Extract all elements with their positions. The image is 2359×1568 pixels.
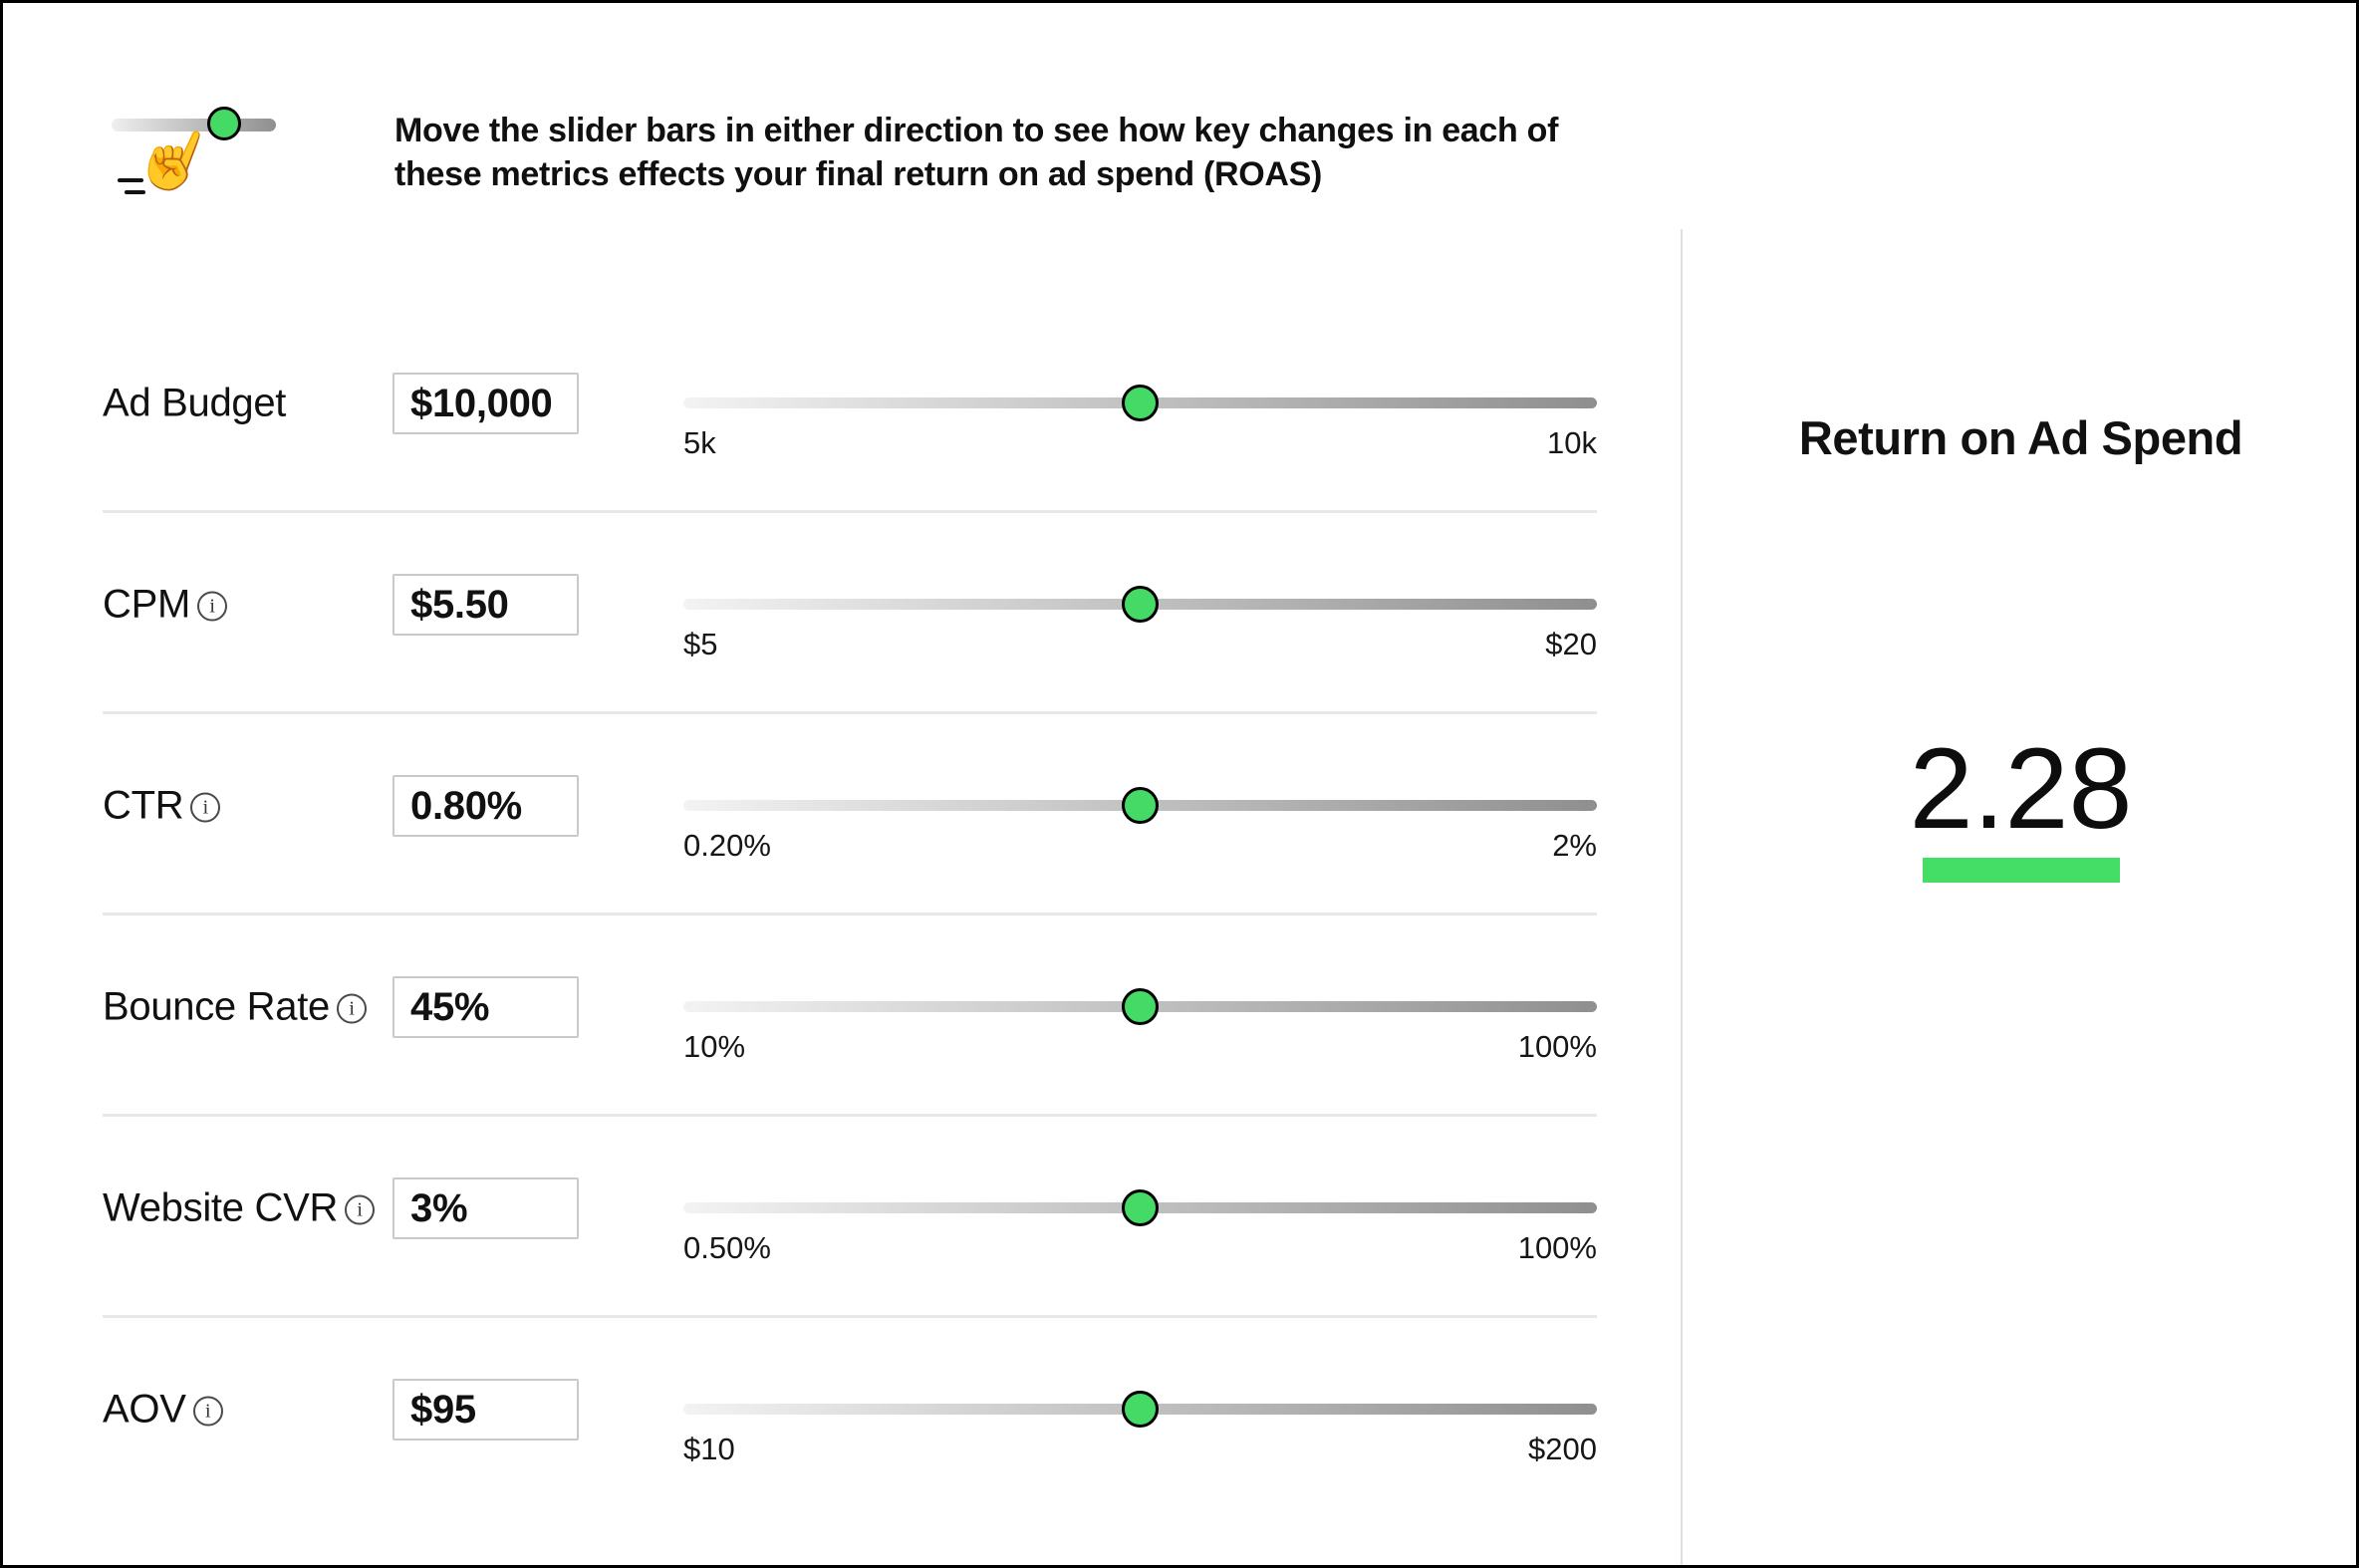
info-icon-glyph: i bbox=[357, 1198, 363, 1220]
info-icon-glyph: i bbox=[202, 796, 209, 818]
info-icon-glyph: i bbox=[204, 1400, 211, 1422]
ad-budget-slider-knob[interactable] bbox=[1122, 385, 1159, 421]
panel-divider bbox=[1681, 229, 1683, 1565]
roas-value: 2.28 bbox=[1909, 725, 2133, 853]
info-icon-website-cvr[interactable]: i bbox=[345, 1194, 376, 1224]
metric-label: Ad Budget bbox=[103, 382, 286, 426]
metric-label: Website CVR i bbox=[103, 1185, 376, 1231]
metric-label: CPM i bbox=[103, 583, 227, 628]
info-icon-bounce-rate[interactable]: i bbox=[336, 993, 367, 1023]
metric-slider: 0.20% 2% bbox=[683, 744, 1597, 884]
slider-max-label: $200 bbox=[1528, 1432, 1597, 1466]
instructions-line-2: these metrics effects your final return … bbox=[394, 155, 1323, 193]
aov-slider-knob[interactable] bbox=[1122, 1391, 1159, 1428]
ad-budget-value-input[interactable]: $10,000 bbox=[393, 373, 579, 434]
info-icon-glyph: i bbox=[209, 595, 215, 617]
slider-min-label: 0.50% bbox=[683, 1230, 771, 1265]
metric-label-text: AOV bbox=[103, 1387, 186, 1432]
metric-slider: 10% 100% bbox=[683, 945, 1597, 1085]
motion-line-icon bbox=[118, 178, 143, 182]
slider-row-bounce-rate: Bounce Rate i 45% 10% 100% bbox=[3, 945, 1597, 1085]
row-separator bbox=[103, 913, 1597, 915]
slider-row-ctr: CTR i 0.80% 0.20% 2% bbox=[3, 744, 1597, 884]
metric-label-text: Website CVR bbox=[103, 1185, 339, 1230]
metric-slider: $10 $200 bbox=[683, 1348, 1597, 1487]
metric-label-text: CTR bbox=[103, 783, 184, 828]
metric-sliders-list: Ad Budget $10,000 5k 10k CPM i $5.50 $5 … bbox=[3, 3, 1682, 1565]
slider-min-label: 0.20% bbox=[683, 828, 771, 863]
slider-row-website-cvr: Website CVR i 3% 0.50% 100% bbox=[3, 1147, 1597, 1286]
info-icon-aov[interactable]: i bbox=[192, 1396, 223, 1426]
slider-max-label: 100% bbox=[1517, 1230, 1597, 1265]
metric-slider: 0.50% 100% bbox=[683, 1147, 1597, 1286]
slider-hand-illustration: ☝ bbox=[108, 101, 287, 210]
cpm-value-input[interactable]: $5.50 bbox=[393, 574, 579, 636]
slider-max-label: 10k bbox=[1547, 425, 1597, 460]
bounce-rate-slider-knob[interactable] bbox=[1122, 988, 1159, 1025]
cpm-slider-knob[interactable] bbox=[1122, 586, 1159, 623]
website-cvr-value-input[interactable]: 3% bbox=[393, 1177, 579, 1239]
slider-row-ad-budget: Ad Budget $10,000 5k 10k bbox=[3, 342, 1597, 481]
bounce-rate-value-input[interactable]: 45% bbox=[393, 976, 579, 1038]
instructions-line-1: Move the slider bars in either direction… bbox=[394, 112, 1559, 149]
slider-max-label: $20 bbox=[1545, 627, 1597, 661]
motion-line-icon bbox=[125, 190, 145, 194]
roas-title: Return on Ad Spend bbox=[1798, 411, 2243, 464]
row-separator bbox=[103, 711, 1597, 714]
website-cvr-slider-knob[interactable] bbox=[1122, 1189, 1159, 1226]
slider-min-label: $10 bbox=[683, 1432, 735, 1466]
info-icon-cpm[interactable]: i bbox=[197, 591, 227, 621]
metric-label-text: Bounce Rate bbox=[103, 984, 330, 1029]
ctr-slider-knob[interactable] bbox=[1122, 787, 1159, 824]
slider-max-label: 2% bbox=[1552, 828, 1597, 863]
metric-slider: 5k 10k bbox=[683, 342, 1597, 481]
metric-label: Bounce Rate i bbox=[103, 985, 367, 1030]
row-separator bbox=[103, 1114, 1597, 1117]
roas-underline-bar bbox=[1922, 858, 2120, 883]
instructions-text: Move the slider bars in either direction… bbox=[394, 109, 1590, 196]
slider-min-label: $5 bbox=[683, 627, 718, 661]
info-icon-ctr[interactable]: i bbox=[190, 792, 221, 822]
slider-min-label: 10% bbox=[683, 1029, 746, 1064]
metric-label-text: CPM bbox=[103, 582, 190, 627]
roas-result-panel: Return on Ad Spend 2.28 bbox=[1683, 229, 2356, 1565]
metric-label: AOV i bbox=[103, 1388, 223, 1433]
slider-row-cpm: CPM i $5.50 $5 $20 bbox=[3, 543, 1597, 682]
ctr-value-input[interactable]: 0.80% bbox=[393, 775, 579, 837]
row-separator bbox=[103, 1315, 1597, 1318]
aov-value-input[interactable]: $95 bbox=[393, 1379, 579, 1440]
slider-max-label: 100% bbox=[1517, 1029, 1597, 1064]
metric-label: CTR i bbox=[103, 783, 221, 829]
slider-min-label: 5k bbox=[683, 425, 716, 460]
metric-label-text: Ad Budget bbox=[103, 381, 287, 425]
metric-slider: $5 $20 bbox=[683, 543, 1597, 682]
row-separator bbox=[103, 510, 1597, 513]
info-icon-glyph: i bbox=[349, 997, 355, 1019]
mini-slider-knob-icon bbox=[206, 107, 241, 140]
slider-row-aov: AOV i $95 $10 $200 bbox=[3, 1348, 1597, 1487]
